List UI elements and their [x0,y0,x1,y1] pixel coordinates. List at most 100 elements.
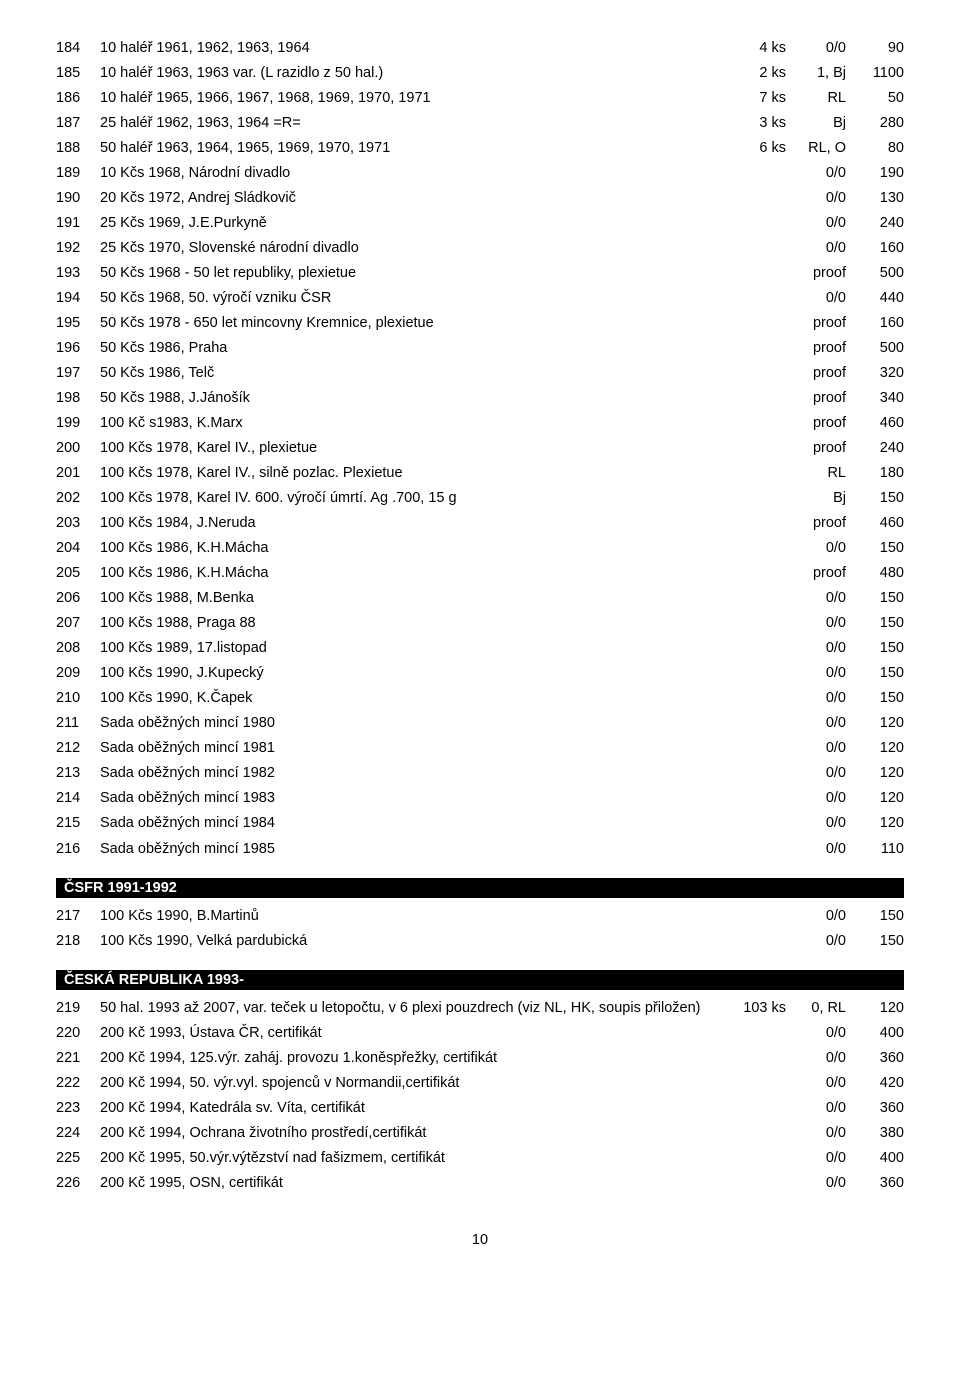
table-row: 18610 haléř 1965, 1966, 1967, 1968, 1969… [56,86,904,111]
lot-description: 50 Kčs 1988, J.Jánošík [100,386,726,411]
lot-quantity [726,1121,786,1146]
lot-price: 360 [846,1046,904,1071]
table-row: 18510 haléř 1963, 1963 var. (L razidlo z… [56,61,904,86]
lot-condition: 0/0 [786,1096,846,1121]
lot-number: 206 [56,586,100,611]
lot-number: 204 [56,536,100,561]
table-row: 222200 Kč 1994, 50. výr.vyl. spojenců v … [56,1071,904,1096]
lot-number: 211 [56,711,100,736]
lot-number: 187 [56,111,100,136]
table-row: 205100 Kčs 1986, K.H.Mácha proof480 [56,561,904,586]
lot-description: 100 Kčs 1990, K.Čapek [100,686,726,711]
lot-number: 209 [56,661,100,686]
table-row: 211Sada oběžných mincí 19800/0120 [56,711,904,736]
lot-price: 480 [846,561,904,586]
lot-price: 90 [846,36,904,61]
lot-description: 10 haléř 1963, 1963 var. (L razidlo z 50… [100,61,726,86]
lot-price: 150 [846,536,904,561]
lot-description: 100 Kčs 1986, K.H.Mácha [100,561,726,586]
lot-quantity [726,837,786,862]
lot-quantity: 4 ks [726,36,786,61]
lot-condition: 0/0 [786,811,846,836]
lot-description: 10 Kčs 1968, Národní divadlo [100,161,726,186]
lot-quantity [726,929,786,954]
lot-number: 205 [56,561,100,586]
lot-description: Sada oběžných mincí 1981 [100,736,726,761]
table-row: 19020 Kčs 1972, Andrej Sládkovič0/0130 [56,186,904,211]
catalog-table: 18410 haléř 1961, 1962, 1963, 19644 ks0/… [56,36,904,1196]
lot-description: 200 Kč 1994, 50. výr.vyl. spojenců v Nor… [100,1071,726,1096]
lot-condition: proof [786,561,846,586]
section-header: ČSFR 1991-1992 [56,878,904,898]
lot-price: 280 [846,111,904,136]
lot-description: 20 Kčs 1972, Andrej Sládkovič [100,186,726,211]
lot-condition: proof [786,311,846,336]
lot-number: 226 [56,1171,100,1196]
lot-description: 25 Kčs 1969, J.E.Purkyně [100,211,726,236]
lot-number: 190 [56,186,100,211]
lot-condition: 0/0 [786,1046,846,1071]
lot-description: 200 Kč 1995, 50.výr.výtězství nad fašizm… [100,1146,726,1171]
lot-price: 340 [846,386,904,411]
lot-price: 360 [846,1171,904,1196]
lot-number: 197 [56,361,100,386]
table-row: 213Sada oběžných mincí 19820/0120 [56,761,904,786]
lot-condition: Bj [786,486,846,511]
table-row: 21950 hal. 1993 až 2007, var. teček u le… [56,996,904,1021]
lot-number: 223 [56,1096,100,1121]
lot-quantity [726,536,786,561]
lot-description: Sada oběžných mincí 1982 [100,761,726,786]
lot-number: 192 [56,236,100,261]
lot-number: 212 [56,736,100,761]
lot-price: 360 [846,1096,904,1121]
lot-price: 150 [846,636,904,661]
lot-condition: proof [786,261,846,286]
lot-number: 225 [56,1146,100,1171]
lot-quantity [726,161,786,186]
lot-description: Sada oběžných mincí 1985 [100,837,726,862]
lot-description: 100 Kčs 1984, J.Neruda [100,511,726,536]
table-row: 220200 Kč 1993, Ústava ČR, certifikát0/0… [56,1021,904,1046]
lot-condition: 0/0 [786,286,846,311]
lot-price: 130 [846,186,904,211]
lot-price: 120 [846,786,904,811]
table-row: 19350 Kčs 1968 - 50 let republiky, plexi… [56,261,904,286]
table-row: 18850 haléř 1963, 1964, 1965, 1969, 1970… [56,136,904,161]
lot-number: 185 [56,61,100,86]
lot-number: 216 [56,837,100,862]
lot-number: 194 [56,286,100,311]
lot-number: 193 [56,261,100,286]
lot-condition: 0/0 [786,236,846,261]
lot-number: 189 [56,161,100,186]
lot-description: 25 haléř 1962, 1963, 1964 =R= [100,111,726,136]
lot-description: 200 Kč 1994, 125.výr. zaháj. provozu 1.k… [100,1046,726,1071]
lot-condition: 0/0 [786,736,846,761]
lot-description: 100 Kčs 1978, Karel IV., silně pozlac. P… [100,461,726,486]
table-row: 19225 Kčs 1970, Slovenské národní divadl… [56,236,904,261]
lot-condition: 0/0 [786,586,846,611]
lot-description: 100 Kčs 1990, B.Martinů [100,904,726,929]
lot-table: 217100 Kčs 1990, B.Martinů0/0150218100 K… [56,904,904,954]
lot-description: 25 Kčs 1970, Slovenské národní divadlo [100,236,726,261]
lot-description: 50 Kčs 1978 - 650 let mincovny Kremnice,… [100,311,726,336]
table-row: 18910 Kčs 1968, Národní divadlo0/0190 [56,161,904,186]
table-row: 18725 haléř 1962, 1963, 1964 =R=3 ksBj28… [56,111,904,136]
lot-condition: 0/0 [786,636,846,661]
lot-condition: proof [786,336,846,361]
lot-condition: proof [786,411,846,436]
lot-condition: 0/0 [786,211,846,236]
lot-condition: proof [786,511,846,536]
lot-number: 214 [56,786,100,811]
lot-description: 100 Kč s1983, K.Marx [100,411,726,436]
lot-quantity [726,311,786,336]
lot-number: 186 [56,86,100,111]
lot-number: 199 [56,411,100,436]
lot-price: 150 [846,486,904,511]
lot-condition: Bj [786,111,846,136]
lot-description: 100 Kčs 1988, M.Benka [100,586,726,611]
table-row: 19850 Kčs 1988, J.Jánošíkproof340 [56,386,904,411]
lot-description: 200 Kč 1994, Katedrála sv. Víta, certifi… [100,1096,726,1121]
lot-number: 208 [56,636,100,661]
lot-number: 201 [56,461,100,486]
table-row: 218100 Kčs 1990, Velká pardubická0/0150 [56,929,904,954]
